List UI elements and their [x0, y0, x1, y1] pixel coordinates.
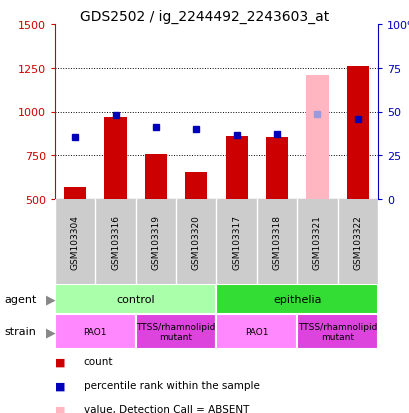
Text: GSM103320: GSM103320: [191, 214, 200, 269]
Text: ▶: ▶: [46, 293, 56, 306]
Text: agent: agent: [4, 294, 36, 304]
Bar: [64, 188, 86, 199]
Bar: [55, 314, 135, 349]
Text: value, Detection Call = ABSENT: value, Detection Call = ABSENT: [83, 404, 249, 413]
Text: ■: ■: [55, 404, 65, 413]
Bar: [55, 284, 216, 314]
Text: GDS2502 / ig_2244492_2243603_at: GDS2502 / ig_2244492_2243603_at: [80, 10, 329, 24]
Text: TTSS/rhamnolipid
mutant: TTSS/rhamnolipid mutant: [136, 322, 215, 342]
Text: TTSS/rhamnolipid
mutant: TTSS/rhamnolipid mutant: [297, 322, 376, 342]
Text: ■: ■: [55, 356, 65, 366]
Bar: [265, 138, 288, 199]
Text: PAO1: PAO1: [83, 327, 107, 336]
Bar: [104, 117, 126, 199]
Bar: [306, 76, 328, 199]
Text: GSM103322: GSM103322: [353, 215, 362, 269]
Text: GSM103321: GSM103321: [312, 214, 321, 269]
Bar: [144, 154, 166, 199]
Text: GSM103318: GSM103318: [272, 214, 281, 269]
Bar: [135, 314, 216, 349]
Text: GSM103319: GSM103319: [151, 214, 160, 269]
Text: ▶: ▶: [46, 325, 56, 338]
Text: epithelia: epithelia: [272, 294, 321, 304]
Text: GSM103304: GSM103304: [70, 214, 79, 269]
Text: strain: strain: [4, 327, 36, 337]
Text: PAO1: PAO1: [245, 327, 268, 336]
Bar: [297, 314, 377, 349]
Bar: [216, 284, 377, 314]
Text: GSM103316: GSM103316: [111, 214, 120, 269]
Text: percentile rank within the sample: percentile rank within the sample: [83, 380, 259, 390]
Text: control: control: [116, 294, 155, 304]
Bar: [346, 67, 368, 199]
Bar: [185, 173, 207, 199]
Bar: [225, 137, 247, 199]
Text: ■: ■: [55, 380, 65, 390]
Bar: [216, 314, 297, 349]
Text: GSM103317: GSM103317: [231, 214, 240, 269]
Text: count: count: [83, 356, 113, 366]
